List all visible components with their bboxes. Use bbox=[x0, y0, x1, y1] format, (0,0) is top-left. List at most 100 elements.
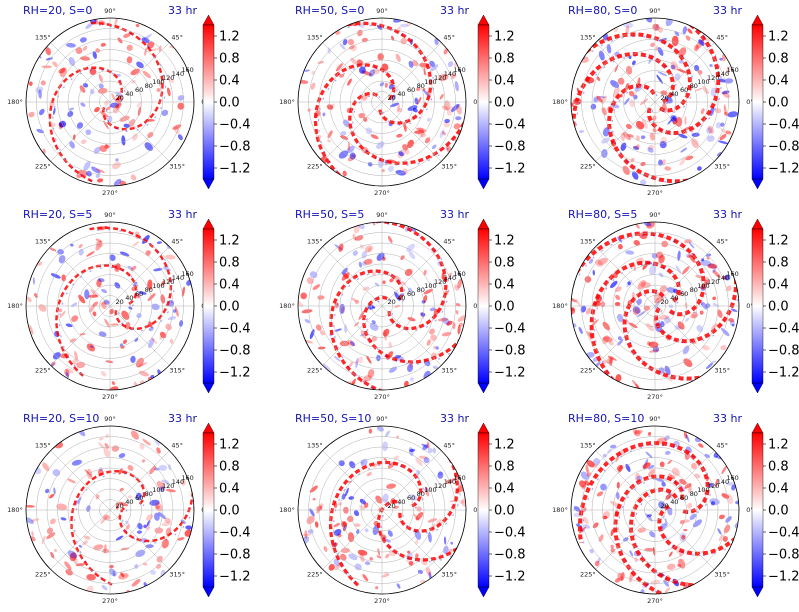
angle-tick-label: 180° bbox=[279, 506, 295, 514]
colorbar-tick-label: 1.2 bbox=[768, 438, 789, 453]
angle-tick-label: 90° bbox=[649, 7, 661, 15]
grid-spoke bbox=[322, 101, 383, 162]
radial-tick-label: 120 bbox=[434, 74, 446, 82]
colorbar-tick-label: 0.8 bbox=[768, 52, 789, 67]
panel-time: 33 hr bbox=[440, 4, 469, 17]
radial-tick-label: 120 bbox=[707, 482, 719, 490]
angle-tick-label: 90° bbox=[104, 415, 116, 423]
panel-time: 33 hr bbox=[713, 4, 742, 17]
radial-tick-label: 100 bbox=[697, 486, 709, 494]
angle-tick-label: 315° bbox=[169, 162, 185, 170]
colorbar: 1.2 0.8 0.4 0.0 −0.4 −0.8 −1.2 bbox=[751, 14, 799, 190]
angle-tick-label: 315° bbox=[714, 570, 730, 578]
grid-spoke bbox=[381, 42, 442, 103]
radial-tick-label: 120 bbox=[434, 278, 446, 286]
radial-tick-label: 20 bbox=[116, 298, 124, 306]
angle-tick-label: 270° bbox=[647, 189, 663, 197]
radial-tick-label: 80 bbox=[417, 286, 425, 294]
colorbar-tick-label: −1.2 bbox=[768, 162, 799, 177]
radial-tick-label: 140 bbox=[444, 70, 456, 78]
angle-tick-label: 45° bbox=[171, 238, 183, 246]
colorbar-tick-label: 1.2 bbox=[768, 234, 789, 249]
field-pattern bbox=[298, 18, 466, 186]
colorbar-tick-label: 0.0 bbox=[219, 504, 240, 519]
radial-tick-label: 100 bbox=[152, 78, 164, 86]
angle-tick-label: 225° bbox=[35, 570, 51, 578]
radial-tick-label: 140 bbox=[172, 274, 184, 282]
grid-spoke bbox=[381, 101, 442, 162]
colorbar-tick-label: −0.8 bbox=[494, 344, 526, 359]
grid-spoke bbox=[654, 509, 715, 570]
angle-tick-label: 270° bbox=[374, 597, 390, 605]
radial-tick-label: 60 bbox=[407, 494, 415, 502]
radial-tick-label: 60 bbox=[680, 494, 688, 502]
radial-tick-label: 100 bbox=[424, 282, 436, 290]
colorbar-tick-label: 0.4 bbox=[768, 482, 789, 497]
colorbar-min-arrow bbox=[202, 178, 215, 190]
colorbar-min-arrow bbox=[202, 586, 215, 598]
radial-tick-label: 140 bbox=[444, 274, 456, 282]
angle-tick-label: 90° bbox=[104, 7, 116, 15]
colorbar-tick-label: −0.8 bbox=[768, 140, 799, 155]
radial-tick-label: 40 bbox=[397, 498, 405, 506]
angle-tick-label: 180° bbox=[552, 98, 568, 106]
grid-spoke bbox=[109, 42, 170, 103]
angle-tick-label: 45° bbox=[443, 238, 455, 246]
angle-tick-label: 90° bbox=[376, 7, 388, 15]
angle-tick-label: 90° bbox=[649, 211, 661, 219]
colorbar-bar bbox=[751, 432, 764, 588]
radial-tick-label: 140 bbox=[717, 70, 729, 78]
colorbar-tick-label: −1.2 bbox=[494, 366, 526, 381]
grid-spoke bbox=[322, 450, 383, 511]
colorbar-tick-label: −0.4 bbox=[494, 526, 526, 541]
colorbar-min-arrow bbox=[477, 382, 490, 394]
angle-tick-label: 315° bbox=[714, 162, 730, 170]
colorbar-tick-label: 0.4 bbox=[494, 74, 515, 89]
grid-spoke bbox=[381, 246, 442, 307]
grid-spoke bbox=[654, 450, 715, 511]
panel-title: RH=50, S=10 bbox=[295, 412, 371, 425]
radial-tick-label: 40 bbox=[670, 90, 678, 98]
radial-tick-label: 20 bbox=[116, 94, 124, 102]
grid-spoke bbox=[654, 305, 715, 366]
radial-tick-label: 40 bbox=[125, 498, 133, 506]
radial-tick-label: 20 bbox=[661, 94, 669, 102]
radial-tick-label: 100 bbox=[152, 486, 164, 494]
polar-frame bbox=[297, 17, 467, 187]
angle-tick-label: 45° bbox=[171, 34, 183, 42]
colorbar-bar bbox=[202, 432, 215, 588]
polar-frame bbox=[570, 425, 740, 595]
colorbar: 1.2 0.8 0.4 0.0 −0.4 −0.8 −1.2 bbox=[202, 218, 251, 394]
radial-tick-label: 160 bbox=[726, 474, 738, 482]
radial-tick-label: 100 bbox=[697, 78, 709, 86]
radial-tick-label: 60 bbox=[407, 86, 415, 94]
angle-tick-label: 225° bbox=[580, 570, 596, 578]
angle-tick-label: 0° bbox=[746, 98, 753, 106]
colorbar-tick-label: 0.4 bbox=[494, 482, 515, 497]
colorbar-tick-label: 0.4 bbox=[768, 74, 789, 89]
angle-tick-label: 270° bbox=[647, 393, 663, 401]
colorbar-tick-label: 0.8 bbox=[768, 256, 789, 271]
angle-tick-label: 315° bbox=[441, 366, 457, 374]
colorbar-tick-label: −1.2 bbox=[494, 570, 526, 585]
panel-title: RH=80, S=5 bbox=[568, 208, 637, 221]
angle-tick-label: 270° bbox=[102, 597, 118, 605]
grid-spoke bbox=[381, 450, 442, 511]
panel-1: 0°45°90°135°180°225°270°315°204060801001… bbox=[7, 4, 250, 197]
colorbar-tick-label: 0.0 bbox=[494, 300, 515, 315]
radial-tick-label: 160 bbox=[726, 66, 738, 74]
colorbar-bar bbox=[751, 24, 764, 180]
angle-tick-label: 180° bbox=[7, 98, 23, 106]
angle-tick-label: 135° bbox=[580, 34, 596, 42]
colorbar-max-arrow bbox=[202, 422, 215, 434]
radial-tick-label: 100 bbox=[424, 78, 436, 86]
grid-spoke bbox=[654, 101, 715, 162]
radial-tick-label: 20 bbox=[661, 298, 669, 306]
colorbar-bar bbox=[751, 228, 764, 384]
panel-title: RH=50, S=5 bbox=[295, 208, 364, 221]
grid-spoke bbox=[595, 101, 656, 162]
grid-spoke bbox=[109, 509, 170, 570]
